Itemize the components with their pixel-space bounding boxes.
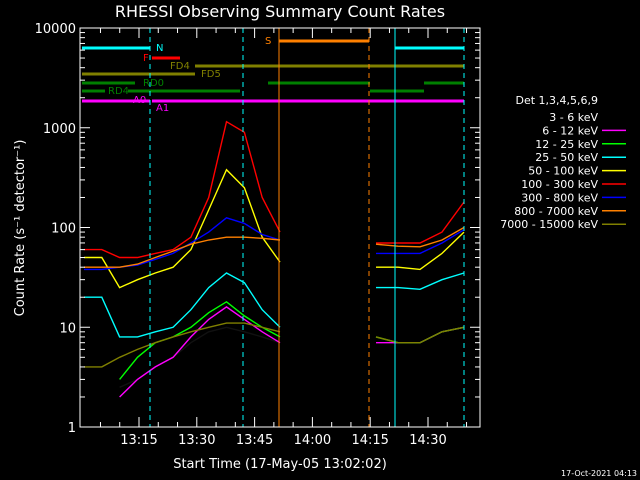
series-line — [376, 201, 465, 244]
y-axis-label: Count Rate (s⁻¹ detector⁻¹) — [13, 140, 28, 317]
x-tick-label: 13:15 — [120, 433, 157, 448]
flag-label: RD4 — [108, 86, 129, 97]
series-line — [376, 272, 465, 291]
series-line — [84, 120, 281, 259]
x-tick-label: 13:30 — [178, 433, 215, 448]
plot-frame — [79, 27, 481, 428]
y-tick-label: 1 — [68, 421, 76, 436]
flag-label: FD4 — [170, 61, 190, 72]
count-rate-series — [84, 120, 465, 398]
x-tick-label: 14:30 — [409, 433, 446, 448]
legend-entry: 100 - 300 keV — [521, 178, 598, 191]
legend-entry: 12 - 25 keV — [535, 138, 598, 151]
legend-entry: 3 - 6 keV — [549, 111, 598, 124]
flag-label: S — [265, 36, 271, 47]
flag-label: A0 — [133, 95, 146, 106]
flag-label: FD5 — [201, 69, 221, 80]
legend-entry: 300 - 800 keV — [521, 191, 598, 204]
x-tick-label: 13:45 — [236, 433, 273, 448]
series-line — [84, 236, 281, 268]
y-tick-label: 10000 — [35, 22, 76, 37]
series-line — [84, 322, 281, 368]
series-line — [376, 229, 465, 255]
flag-label: RD0 — [143, 78, 164, 89]
series-line — [84, 168, 281, 289]
x-tick-label: 14:00 — [294, 433, 331, 448]
flag-label: F — [143, 53, 149, 64]
series-line — [119, 300, 281, 380]
event-marker-lines — [149, 28, 465, 427]
legend-entry: 6 - 12 keV — [542, 124, 598, 137]
y-tick-label: 100 — [51, 222, 76, 237]
timestamp: 17-Oct-2021 04:13 — [561, 469, 637, 478]
x-axis-label: Start Time (17-May-05 13:02:02) — [173, 457, 387, 472]
x-tick-label: 14:15 — [351, 433, 388, 448]
y-tick-label: 10 — [59, 321, 76, 336]
series-line — [375, 226, 465, 248]
legend-entry: 25 - 50 keV — [535, 151, 598, 164]
series-line — [119, 326, 281, 388]
series-line — [376, 231, 465, 271]
observing-flag-bars: NF FD4 FD5 RD0 RD4 A0 A1 S — [82, 36, 464, 114]
series-line — [375, 326, 465, 344]
flag-label: N — [156, 43, 163, 54]
chart-title: RHESSI Observing Summary Count Rates — [115, 2, 445, 21]
flag-label: A1 — [156, 103, 169, 114]
legend-title: Det 1,3,4,5,6,9 — [515, 94, 598, 107]
axes: 1 10 100 1000 10000 13:15 13:30 13:45 14:00 14:15… — [35, 22, 480, 448]
y-tick-label: 1000 — [43, 122, 76, 137]
series-line — [84, 272, 281, 338]
legend-entry: 800 - 7000 keV — [514, 205, 598, 218]
legend-entry: 7000 - 15000 keV — [500, 218, 598, 231]
legend-entry: 50 - 100 keV — [528, 165, 598, 178]
